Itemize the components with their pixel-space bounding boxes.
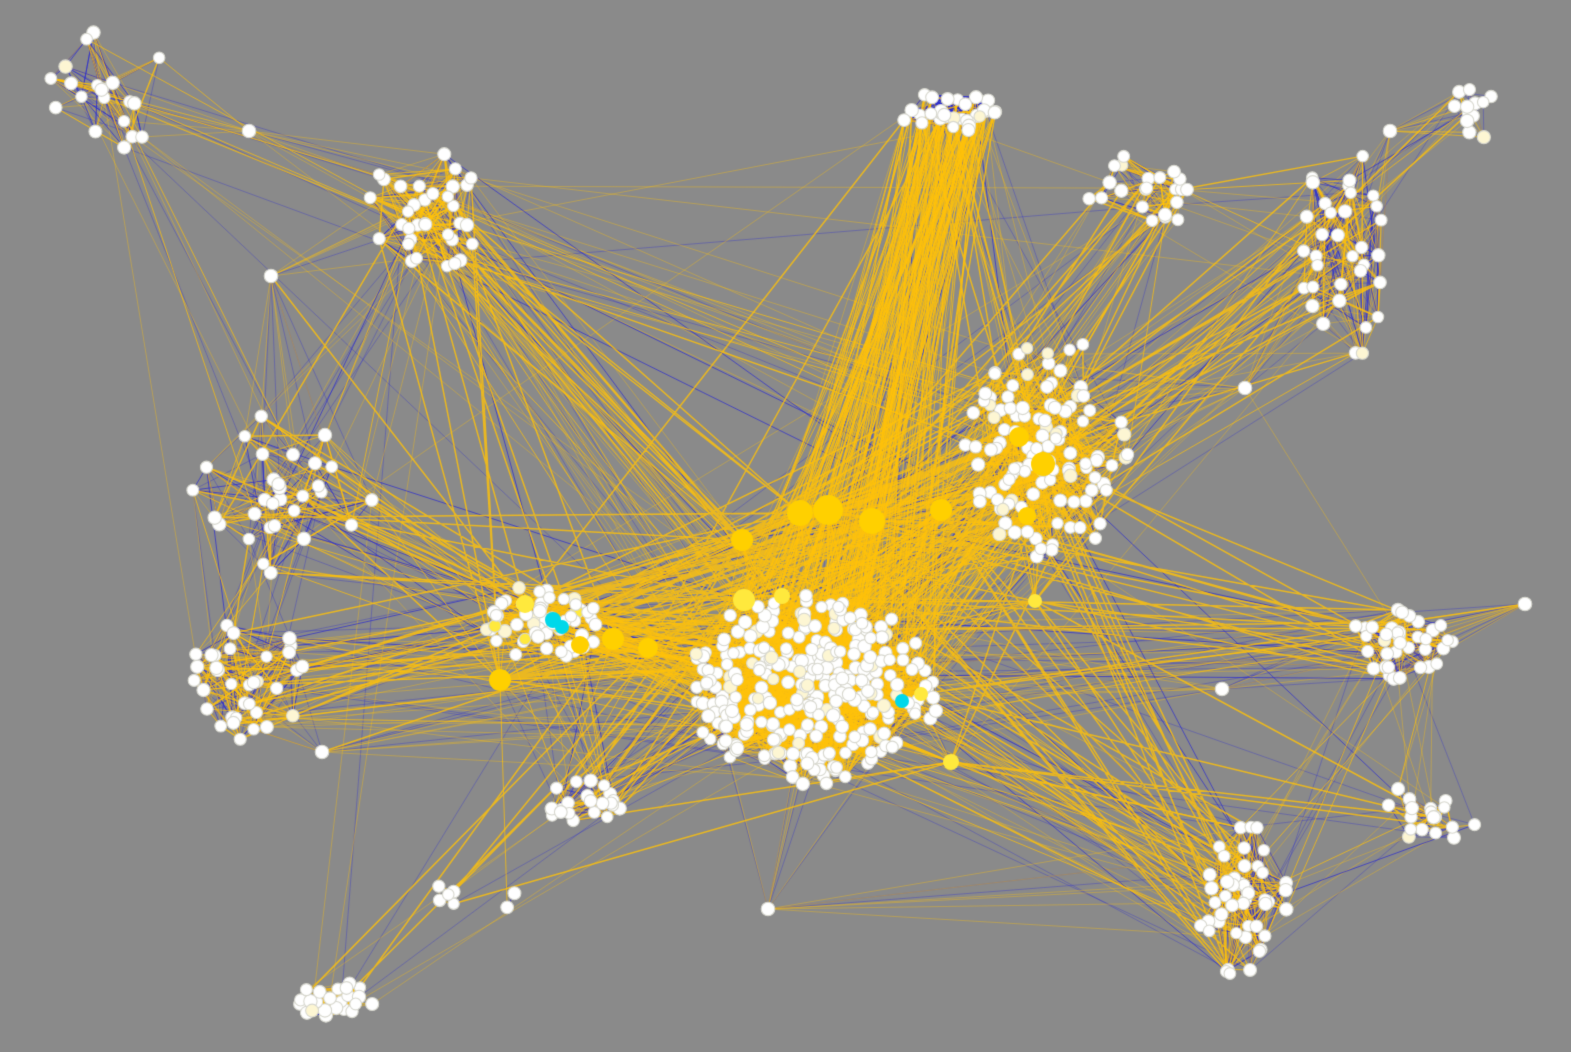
network-graph-visualization[interactable]	[0, 0, 1571, 1052]
graph-canvas[interactable]	[0, 0, 1571, 1052]
